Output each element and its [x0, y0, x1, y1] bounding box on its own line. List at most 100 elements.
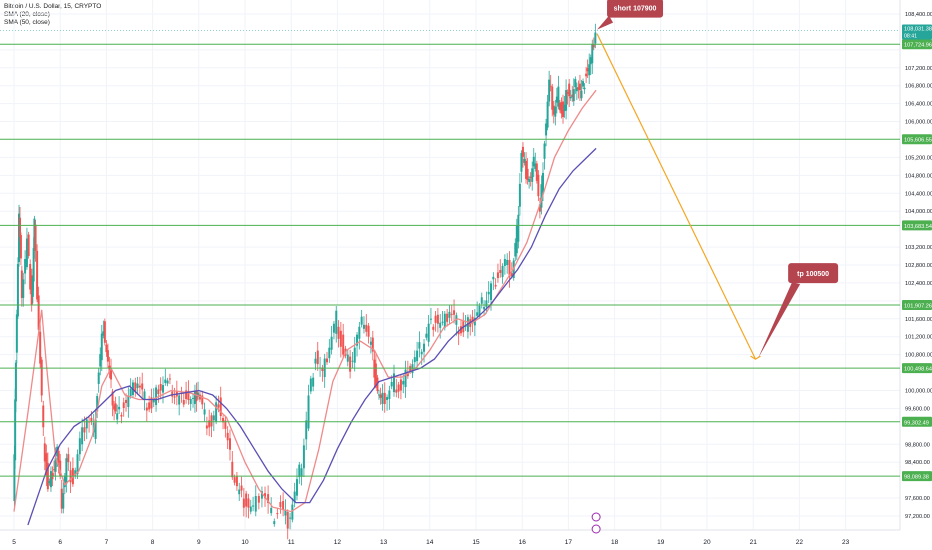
candle-body — [540, 184, 543, 208]
candle-body — [386, 397, 389, 401]
candle-body — [305, 420, 308, 440]
candle-body — [436, 314, 439, 324]
candle-body — [531, 168, 534, 182]
candle-body — [19, 235, 22, 259]
x-tick-label: 23 — [842, 539, 850, 546]
candle-body — [404, 369, 407, 388]
candle-body — [388, 390, 391, 400]
candle-body — [16, 264, 19, 317]
candle-body — [127, 395, 130, 408]
candle-body — [222, 418, 225, 423]
candle-body — [374, 363, 377, 386]
candle-body — [321, 367, 324, 372]
candle-body — [32, 248, 35, 282]
candle-body — [448, 311, 451, 318]
candle-body — [138, 385, 141, 388]
level-label: 105,606.55 — [904, 138, 932, 144]
candle-body — [501, 265, 504, 278]
candle-body — [302, 445, 305, 469]
level-label-bg — [902, 471, 932, 482]
candle-body — [402, 381, 405, 385]
candle-body — [534, 163, 537, 169]
candle-body — [360, 316, 363, 325]
candle-body — [189, 398, 192, 405]
candle-body — [182, 400, 185, 405]
candle-body — [420, 351, 423, 355]
candle-body — [25, 238, 28, 268]
candle-body — [371, 337, 374, 352]
candle-body — [528, 178, 531, 182]
candle-body — [60, 488, 63, 509]
candle-body — [116, 413, 119, 420]
candle-body — [192, 397, 195, 399]
candle-body — [34, 224, 37, 251]
candle-body — [247, 498, 250, 508]
current-price-label: 108,031.38 — [904, 26, 932, 32]
y-tick-label: 102,800.00 — [905, 263, 932, 269]
y-tick-label: 100,800.00 — [905, 353, 932, 359]
candle-body — [560, 102, 563, 114]
candle-body — [543, 143, 546, 159]
candle-body — [499, 269, 502, 273]
candle-body — [521, 146, 524, 157]
candle-body — [298, 464, 301, 478]
candle-body — [510, 272, 513, 276]
candle-body — [381, 392, 384, 404]
candle-body — [240, 485, 243, 491]
y-tick-label: 98,800.00 — [905, 442, 930, 448]
candle-body — [457, 331, 460, 335]
candle-body — [439, 322, 442, 328]
candle-body — [326, 358, 329, 363]
candle-body — [390, 382, 393, 387]
candle-body — [358, 326, 361, 339]
candle-body — [152, 398, 155, 403]
level-label: 100,498.64 — [904, 367, 932, 373]
candle-body — [532, 156, 535, 167]
candle-body — [24, 259, 27, 274]
candle-body — [102, 331, 105, 336]
candle-body — [113, 405, 116, 410]
candle-body — [397, 384, 400, 392]
candle-body — [49, 471, 52, 488]
candle-body — [228, 438, 231, 450]
y-tick-label: 107,200.00 — [905, 66, 932, 72]
y-tick-label: 100,000.00 — [905, 389, 932, 395]
y-tick-label: 103,200.00 — [905, 245, 932, 251]
x-tick-label: 12 — [334, 539, 342, 546]
candle-body — [125, 399, 128, 403]
candle-body — [443, 313, 446, 328]
candle-body — [276, 513, 279, 515]
candle-body — [316, 350, 319, 365]
candle-body — [548, 79, 551, 102]
y-tick-label: 102,400.00 — [905, 281, 932, 287]
projection-arrowhead — [750, 355, 761, 360]
candle-body — [193, 391, 196, 404]
candle-body — [164, 379, 167, 384]
level-label-bg — [902, 300, 932, 311]
candle-body — [249, 506, 252, 512]
sma20-legend: SMA (20, close) — [4, 11, 50, 18]
y-tick-label: 105,200.00 — [905, 155, 932, 161]
y-tick-label: 108,400.00 — [905, 12, 932, 18]
candle-body — [136, 383, 139, 389]
candle-body — [14, 399, 17, 461]
candle-body — [22, 279, 25, 298]
candle-body — [480, 297, 483, 304]
candle-body — [562, 101, 565, 118]
x-tick-label: 13 — [380, 539, 388, 546]
candle-body — [19, 217, 22, 238]
candle-body — [173, 396, 176, 398]
candle-body — [549, 85, 552, 87]
candle-body — [33, 218, 36, 249]
candle-body — [114, 403, 117, 412]
candle-body — [552, 105, 555, 115]
candle-body — [242, 498, 245, 508]
candle-body — [36, 250, 39, 300]
candle-body — [224, 420, 227, 429]
candle-body — [120, 414, 123, 417]
y-tick-label: 106,000.00 — [905, 120, 932, 126]
candle-body — [418, 342, 421, 349]
candle-body — [226, 432, 229, 441]
level-label: 107,724.96 — [904, 43, 932, 49]
